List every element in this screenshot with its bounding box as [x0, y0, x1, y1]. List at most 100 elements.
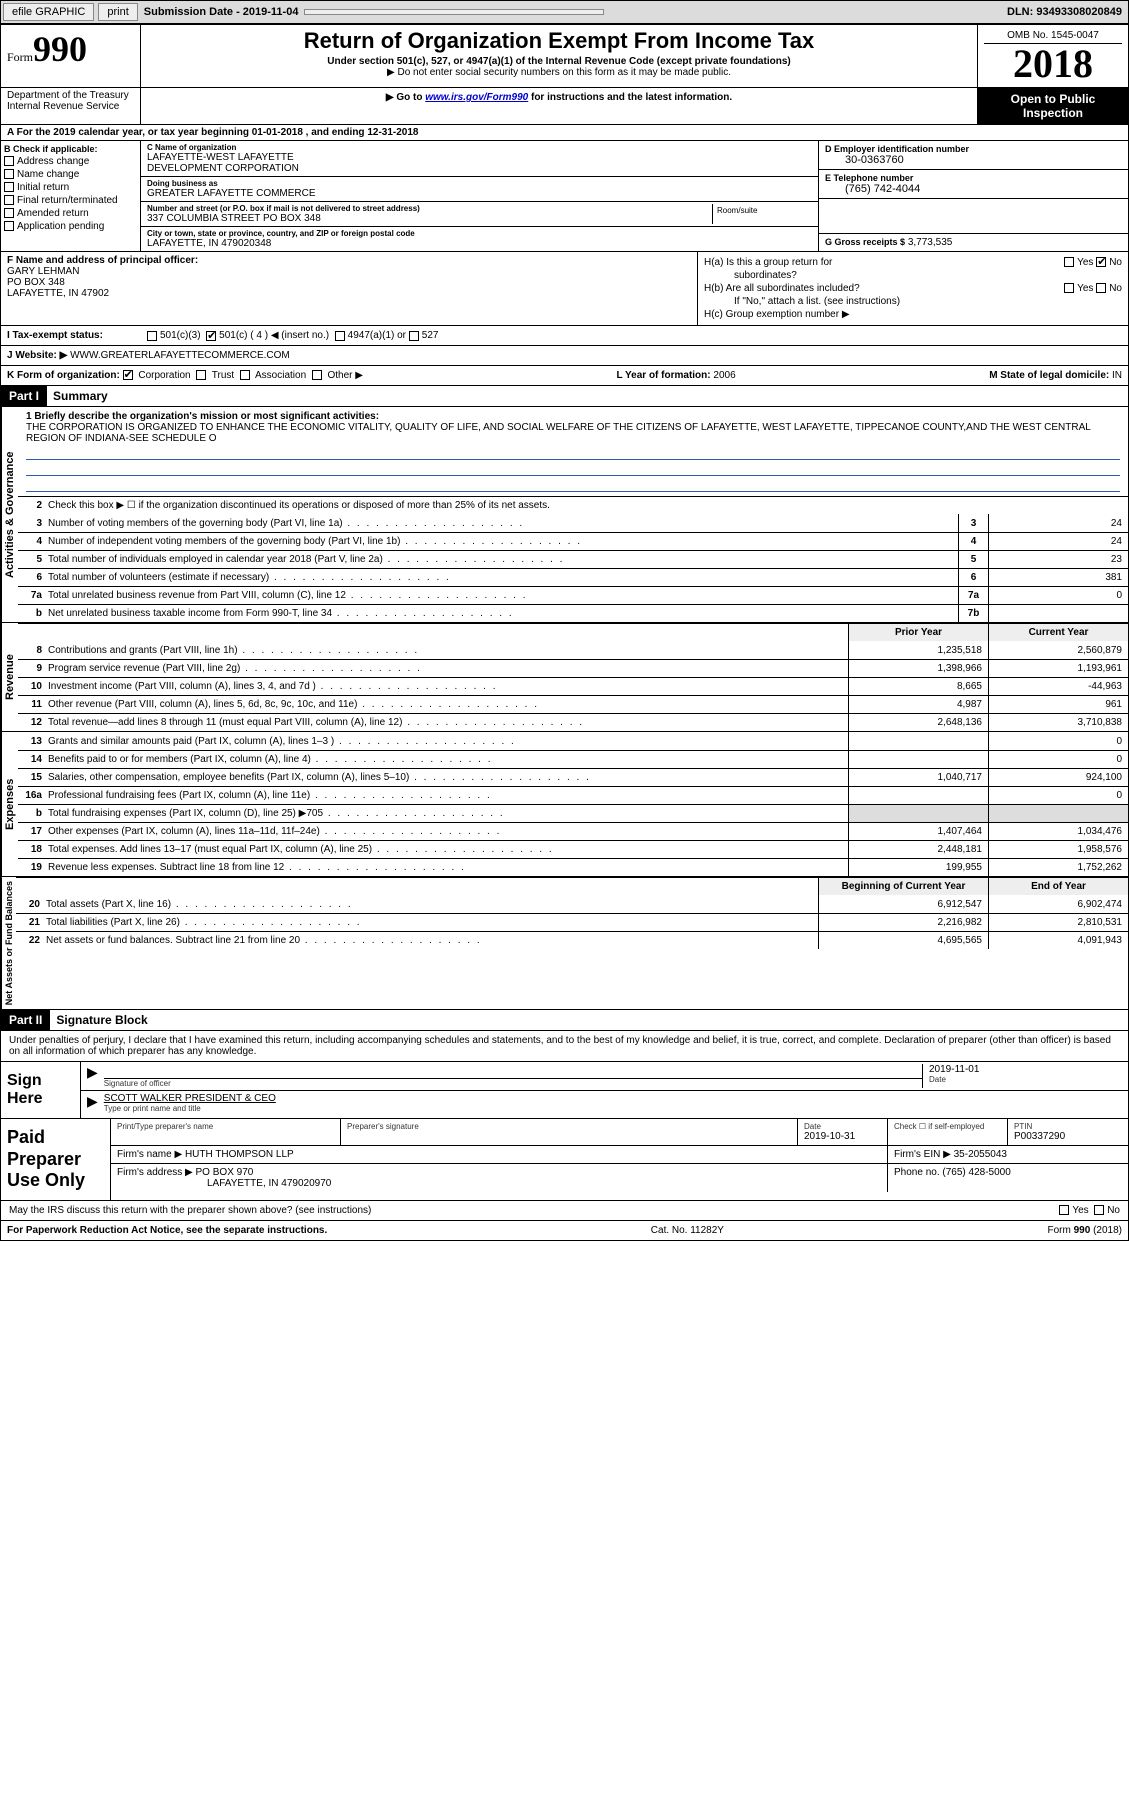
- table-row: 13Grants and similar amounts paid (Part …: [18, 732, 1128, 750]
- section-c: C Name of organization LAFAYETTE-WEST LA…: [141, 141, 818, 251]
- table-row: 3Number of voting members of the governi…: [18, 514, 1128, 532]
- firm-ein-label: Firm's EIN ▶: [894, 1149, 951, 1160]
- discuss-yes[interactable]: [1059, 1205, 1069, 1215]
- section-bcdeg: B Check if applicable: Address change Na…: [0, 141, 1129, 252]
- section-deg: D Employer identification number 30-0363…: [818, 141, 1128, 251]
- table-row: 6Total number of volunteers (estimate if…: [18, 568, 1128, 586]
- name-label: C Name of organization: [147, 143, 812, 152]
- korg-label: K Form of organization:: [7, 370, 120, 381]
- opt-name-change: Name change: [17, 169, 79, 180]
- footer-right: Form 990 (2018): [1048, 1225, 1122, 1236]
- irs-link[interactable]: www.irs.gov/Form990: [425, 92, 528, 103]
- expenses-label: Expenses: [1, 732, 18, 876]
- form-header: Form990 Return of Organization Exempt Fr…: [0, 24, 1129, 88]
- mission-text: THE CORPORATION IS ORGANIZED TO ENHANCE …: [26, 422, 1120, 444]
- checkbox-amended[interactable]: [4, 208, 14, 218]
- table-row: 16aProfessional fundraising fees (Part I…: [18, 786, 1128, 804]
- goto-link-row: ▶ Go to www.irs.gov/Form990 for instruct…: [141, 88, 978, 124]
- footer-left: For Paperwork Reduction Act Notice, see …: [7, 1225, 327, 1236]
- cb-501c[interactable]: [206, 331, 216, 341]
- checkbox-initial-return[interactable]: [4, 182, 14, 192]
- hb-no[interactable]: [1096, 283, 1106, 293]
- opt-address-change: Address change: [17, 156, 89, 167]
- expenses-section: Expenses 13Grants and similar amounts pa…: [0, 732, 1129, 877]
- checkbox-pending[interactable]: [4, 221, 14, 231]
- table-row: 5Total number of individuals employed in…: [18, 550, 1128, 568]
- signature-intro: Under penalties of perjury, I declare th…: [1, 1031, 1128, 1061]
- address-value: 337 COLUMBIA STREET PO BOX 348: [147, 213, 712, 224]
- checkbox-final-return[interactable]: [4, 195, 14, 205]
- cb-4947[interactable]: [335, 331, 345, 341]
- table-row: 10Investment income (Part VIII, column (…: [18, 677, 1128, 695]
- open-public-badge: Open to Public Inspection: [978, 88, 1128, 124]
- table-row: 12Total revenue—add lines 8 through 11 (…: [18, 713, 1128, 731]
- lbl-501c: 501(c) ( 4 ) ◀ (insert no.): [219, 330, 329, 341]
- officer-addr2: LAFAYETTE, IN 47902: [7, 288, 691, 299]
- cb-other[interactable]: [312, 370, 322, 380]
- submission-date: Submission Date - 2019-11-04: [144, 6, 299, 18]
- blank-field: [304, 9, 604, 15]
- ha-sub: subordinates?: [704, 270, 1122, 281]
- goto-post: for instructions and the latest informat…: [528, 92, 732, 103]
- line2-desc: Check this box ▶ ☐ if the organization d…: [48, 498, 1128, 513]
- cb-corp[interactable]: [123, 370, 133, 380]
- hb-yes[interactable]: [1064, 283, 1074, 293]
- prior-year-header: Prior Year: [848, 624, 988, 641]
- opt-pending: Application pending: [17, 221, 104, 232]
- table-row: 15Salaries, other compensation, employee…: [18, 768, 1128, 786]
- net-assets-section: Net Assets or Fund Balances Beginning of…: [0, 877, 1129, 1010]
- dln-label: DLN: 93493308020849: [1007, 6, 1122, 18]
- table-row: 22Net assets or fund balances. Subtract …: [16, 931, 1128, 949]
- part2-badge: Part II: [1, 1010, 50, 1030]
- sig-date-label: Date: [929, 1075, 1122, 1084]
- ptin-label: PTIN: [1014, 1122, 1122, 1131]
- table-row: 14Benefits paid to or for members (Part …: [18, 750, 1128, 768]
- table-row: 7aTotal unrelated business revenue from …: [18, 586, 1128, 604]
- discuss-no[interactable]: [1094, 1205, 1104, 1215]
- firm-phone: (765) 428-5000: [942, 1167, 1010, 1178]
- ein-value: 30-0363760: [825, 154, 1122, 166]
- lbl-trust: Trust: [212, 370, 234, 381]
- gross-label: G Gross receipts $: [825, 237, 905, 247]
- year-box: OMB No. 1545-0047 2018: [978, 25, 1128, 87]
- website-value: WWW.GREATERLAFAYETTECOMMERCE.COM: [70, 350, 290, 361]
- table-row: 4Number of independent voting members of…: [18, 532, 1128, 550]
- lbl-501c3: 501(c)(3): [160, 330, 201, 341]
- subtitle-1: Under section 501(c), 527, or 4947(a)(1)…: [147, 56, 971, 67]
- footer: For Paperwork Reduction Act Notice, see …: [0, 1221, 1129, 1241]
- ha-yes[interactable]: [1064, 257, 1074, 267]
- paid-preparer-label: Paid Preparer Use Only: [1, 1119, 111, 1200]
- table-row: 19Revenue less expenses. Subtract line 1…: [18, 858, 1128, 876]
- efile-button[interactable]: efile GRAPHIC: [3, 3, 94, 21]
- cb-527[interactable]: [409, 331, 419, 341]
- governance-section: Activities & Governance 1 Briefly descri…: [0, 407, 1129, 623]
- officer-addr1: PO BOX 348: [7, 277, 691, 288]
- form-number: 990: [33, 29, 87, 69]
- org-name-1: LAFAYETTE-WEST LAFAYETTE: [147, 152, 812, 163]
- dba-value: GREATER LAFAYETTE COMMERCE: [147, 188, 812, 199]
- lbl-4947: 4947(a)(1) or: [348, 330, 406, 341]
- phone-value: (765) 742-4044: [825, 183, 1122, 195]
- table-row: bNet unrelated business taxable income f…: [18, 604, 1128, 622]
- table-row: 9Program service revenue (Part VIII, lin…: [18, 659, 1128, 677]
- checkbox-name-change[interactable]: [4, 169, 14, 179]
- firm-addr2: LAFAYETTE, IN 479020970: [117, 1178, 331, 1189]
- ha-no[interactable]: [1096, 257, 1106, 267]
- gross-value: 3,773,535: [908, 237, 953, 248]
- officer-name: GARY LEHMAN: [7, 266, 691, 277]
- goto-pre: ▶ Go to: [386, 92, 425, 103]
- opt-final-return: Final return/terminated: [17, 195, 118, 206]
- check-self-label: Check ☐ if self-employed: [894, 1122, 1001, 1131]
- cb-assoc[interactable]: [240, 370, 250, 380]
- checkbox-address-change[interactable]: [4, 156, 14, 166]
- revenue-label: Revenue: [1, 623, 18, 731]
- print-button[interactable]: print: [98, 3, 137, 21]
- prep-date: 2019-10-31: [804, 1131, 881, 1142]
- title-box: Return of Organization Exempt From Incom…: [141, 25, 978, 87]
- lbl-corp: Corporation: [138, 370, 190, 381]
- type-name-label: Type or print name and title: [104, 1104, 1122, 1113]
- cb-trust[interactable]: [196, 370, 206, 380]
- cb-501c3[interactable]: [147, 331, 157, 341]
- year-formation-value: 2006: [713, 370, 735, 381]
- website-label: J Website: ▶: [7, 350, 67, 361]
